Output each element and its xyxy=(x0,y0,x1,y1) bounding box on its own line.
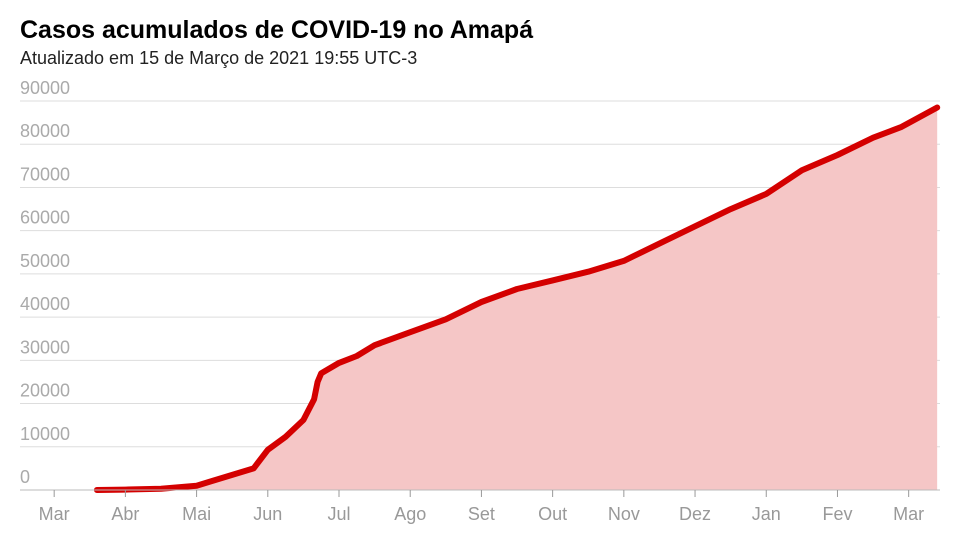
y-tick-label: 60000 xyxy=(20,208,70,228)
area xyxy=(96,107,938,490)
y-tick-label: 70000 xyxy=(20,164,70,184)
y-tick-label: 50000 xyxy=(20,251,70,271)
x-tick-label: Out xyxy=(538,504,567,524)
chart-subtitle: Atualizado em 15 de Março de 2021 19:55 … xyxy=(20,48,417,68)
x-tick-label: Fev xyxy=(822,504,852,524)
x-tick-label: Ago xyxy=(394,504,426,524)
y-tick-label: 40000 xyxy=(20,294,70,314)
x-tick-label: Mai xyxy=(182,504,211,524)
y-tick-label: 90000 xyxy=(20,78,70,98)
x-tick-label: Set xyxy=(468,504,495,524)
x-tick-label: Dez xyxy=(679,504,711,524)
x-tick-label: Abr xyxy=(111,504,139,524)
x-tick-label: Jul xyxy=(328,504,351,524)
x-tick-label: Jun xyxy=(253,504,282,524)
x-tick-label: Mar xyxy=(39,504,70,524)
y-tick-label: 80000 xyxy=(20,121,70,141)
y-tick-label: 0 xyxy=(20,467,30,487)
chart-title: Casos acumulados de COVID-19 no Amapá xyxy=(20,16,533,44)
y-tick-label: 20000 xyxy=(20,381,70,401)
x-tick-label: Mar xyxy=(893,504,924,524)
x-tick-label: Jan xyxy=(752,504,781,524)
line xyxy=(93,104,941,493)
y-tick-label: 10000 xyxy=(20,424,70,444)
x-tick-label: Nov xyxy=(608,504,640,524)
y-tick-label: 30000 xyxy=(20,337,70,357)
